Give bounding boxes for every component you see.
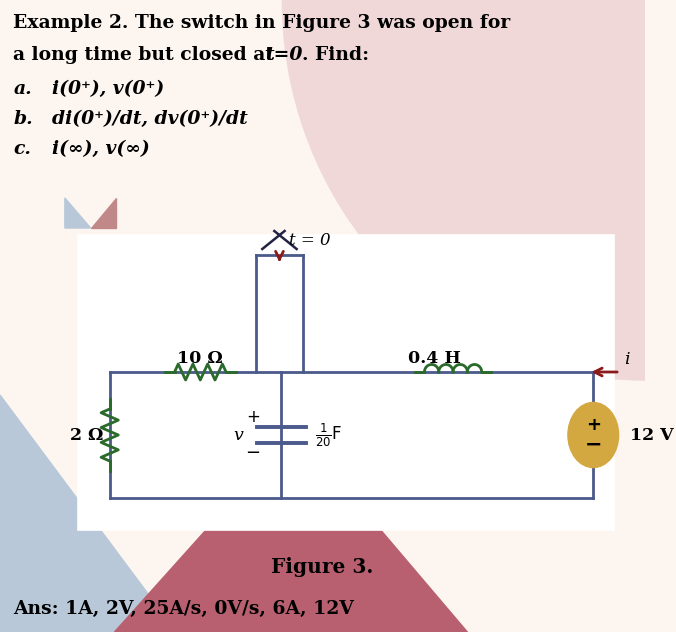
Text: Figure 3.: Figure 3. [271,557,374,577]
Polygon shape [114,430,467,632]
Text: t=0: t=0 [265,46,303,64]
Text: a.: a. [14,80,32,98]
Polygon shape [0,395,176,632]
Text: $\frac{1}{20}$F: $\frac{1}{20}$F [315,422,342,449]
Text: +: + [586,416,601,434]
Text: −: − [245,444,260,462]
Text: a long time but closed at: a long time but closed at [14,46,281,64]
Text: di(0⁺)/dt, dv(0⁺)/dt: di(0⁺)/dt, dv(0⁺)/dt [53,110,248,128]
Ellipse shape [569,403,618,467]
Text: +: + [246,408,260,426]
Text: . Find:: . Find: [302,46,370,64]
Text: i(0⁺), v(0⁺): i(0⁺), v(0⁺) [53,80,165,98]
Bar [78,235,614,530]
Polygon shape [91,198,116,228]
Text: 10 Ω: 10 Ω [177,350,223,367]
Text: Ans: 1A, 2V, 25A/s, 0V/s, 6A, 12V: Ans: 1A, 2V, 25A/s, 0V/s, 6A, 12V [14,600,354,618]
Text: i(∞), v(∞): i(∞), v(∞) [53,140,150,158]
Text: v: v [234,427,243,444]
Text: 12 V: 12 V [629,427,673,444]
Text: −: − [585,435,602,455]
Text: 2 Ω: 2 Ω [70,427,103,444]
Text: t = 0: t = 0 [289,232,331,249]
Text: c.: c. [14,140,31,158]
Text: 0.4 H: 0.4 H [408,350,460,367]
Wedge shape [283,0,645,380]
Text: i: i [624,351,629,368]
Polygon shape [65,198,91,228]
Text: Example 2. The switch in Figure 3 was open for: Example 2. The switch in Figure 3 was op… [14,14,510,32]
Text: b.: b. [14,110,33,128]
